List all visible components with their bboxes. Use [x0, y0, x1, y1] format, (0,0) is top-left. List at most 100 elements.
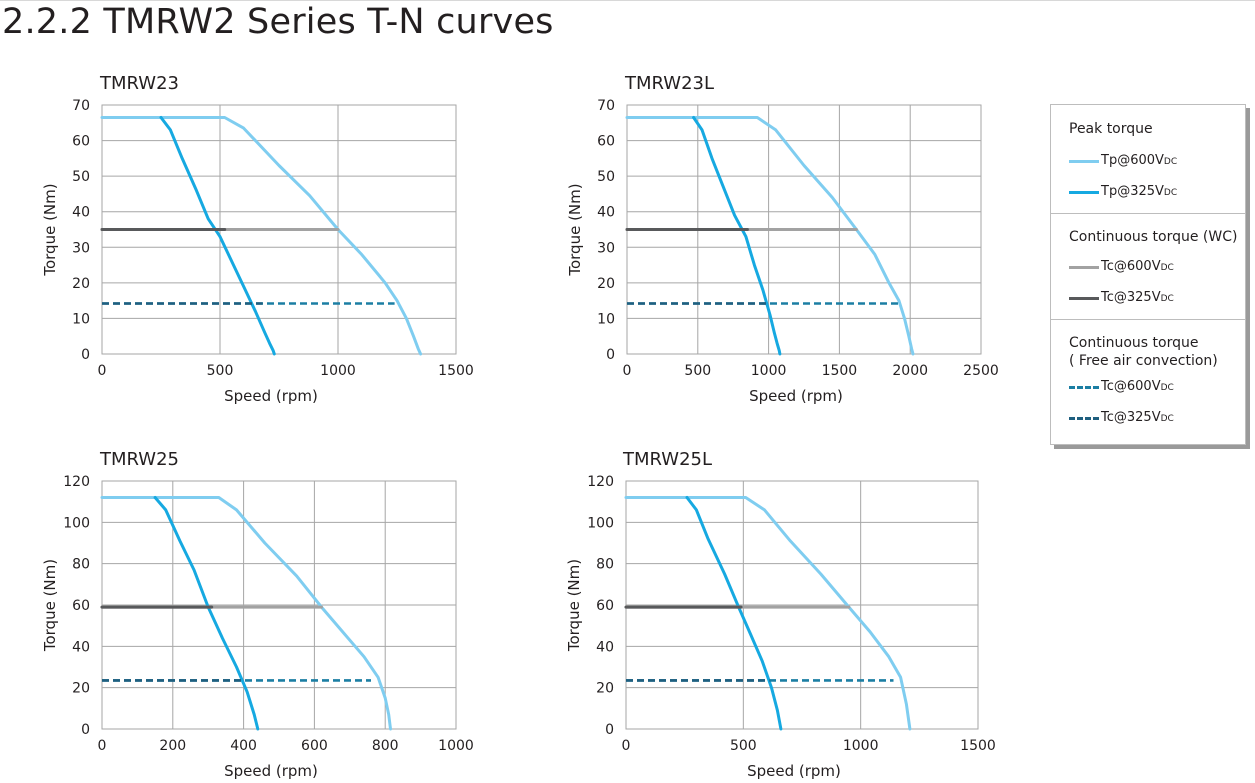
x-tick-label: 800 [372, 738, 399, 754]
y-tick-label: 0 [605, 722, 614, 738]
series-peak-325-line [153, 496, 260, 731]
legend-item-sub: DC [1160, 383, 1174, 393]
legend-group-title: Continuous torque (WC) [1069, 229, 1238, 245]
y-axis-label: Torque (Nm) [41, 183, 59, 276]
series-peak-325-line [159, 116, 276, 356]
chart-tmrw23: TMRW23 0 500 1000 1500 0 10 20 30 40 50 60 70 Speed (… [41, 73, 474, 405]
chart-tmrw23l: TMRW23L 0 500 1000 1500 2000 2500 0 10 20 30 40 50 60… [566, 73, 999, 405]
y-tick-label: 120 [63, 474, 90, 490]
chart-title: TMRW25 [99, 449, 179, 470]
y-tick-label: 60 [72, 134, 90, 150]
y-tick-label: 20 [597, 276, 615, 292]
y-tick-label: 20 [596, 681, 614, 697]
y-tick-label: 80 [72, 557, 90, 573]
y-tick-label: 100 [587, 515, 614, 531]
legend: Peak torque Tp@600VDC Tp@325VDC Continuo… [1050, 104, 1246, 445]
y-tick-label: 60 [597, 134, 615, 150]
legend-group-continuous-wc: Continuous torque (WC) Tc@600VDC Tc@325V… [1051, 213, 1245, 320]
legend-item-label: Tc@325V [1101, 410, 1161, 425]
x-tick-label: 0 [98, 363, 107, 379]
series-peak-325-line [692, 116, 782, 356]
series-peak-600-line [100, 116, 423, 356]
x-tick-label: 500 [684, 363, 711, 379]
y-tick-label: 50 [597, 169, 615, 185]
y-tick-label: 70 [72, 98, 90, 114]
x-axis-label: Speed (rpm) [224, 387, 318, 405]
legend-group-peak-torque: Peak torque Tp@600VDC Tp@325VDC [1051, 105, 1245, 213]
y-tick-label: 30 [597, 240, 615, 256]
y-tick-label: 40 [72, 205, 90, 221]
series-peak-600-line [625, 116, 915, 356]
x-tick-label: 200 [159, 738, 186, 754]
y-tick-label: 60 [72, 598, 90, 614]
x-tick-label: 1000 [320, 363, 356, 379]
y-tick-label: 40 [597, 205, 615, 221]
legend-item-label: Tc@600V [1101, 379, 1161, 394]
legend-group-title: Peak torque [1069, 121, 1153, 137]
plot-frame [101, 480, 457, 730]
y-tick-label: 0 [81, 722, 90, 738]
x-tick-label: 1000 [843, 738, 879, 754]
x-tick-label: 1500 [438, 363, 474, 379]
x-tick-label: 600 [301, 738, 328, 754]
x-axis-label: Speed (rpm) [747, 762, 841, 780]
legend-swatch [1069, 160, 1099, 163]
y-tick-label: 20 [72, 681, 90, 697]
chart-tmrw25l: TMRW25L 0 500 1000 1500 0 20 40 60 80 100 120 Speed … [565, 449, 996, 780]
page-title: 2.2.2 TMRW2 Series T-N curves [2, 2, 554, 42]
series-peak-600-line [100, 496, 392, 731]
legend-item-label: Tp@600V [1101, 153, 1164, 168]
x-axis-label: Speed (rpm) [224, 762, 318, 780]
legend-group-title: Continuous torque ( Free air convection) [1069, 335, 1218, 369]
x-tick-label: 0 [98, 738, 107, 754]
x-tick-label: 0 [623, 363, 632, 379]
legend-item-label: Tc@600V [1101, 259, 1161, 274]
series-peak-600-line [624, 496, 912, 731]
y-tick-label: 100 [63, 515, 90, 531]
legend-swatch [1069, 266, 1099, 269]
y-tick-label: 50 [72, 169, 90, 185]
legend-item-sub: DC [1160, 414, 1174, 424]
y-tick-label: 30 [72, 240, 90, 256]
x-tick-label: 500 [207, 363, 234, 379]
legend-item-sub: DC [1163, 157, 1178, 167]
y-axis-label: Torque (Nm) [566, 183, 584, 276]
x-tick-label: 1000 [438, 738, 474, 754]
y-tick-label: 120 [587, 474, 614, 490]
y-tick-label: 0 [81, 347, 90, 363]
x-tick-label: 500 [730, 738, 757, 754]
y-tick-label: 80 [596, 557, 614, 573]
legend-group-continuous-free-air: Continuous torque ( Free air convection)… [1051, 319, 1245, 445]
legend-item-sub: DC [1163, 188, 1178, 198]
y-tick-label: 60 [596, 598, 614, 614]
chart-title: TMRW23 [99, 73, 179, 94]
y-tick-label: 10 [597, 311, 615, 327]
x-tick-label: 0 [622, 738, 631, 754]
legend-swatch [1069, 386, 1099, 389]
plot-frame [625, 480, 979, 730]
chart-tmrw25: TMRW25 0 200 400 600 800 1000 0 20 40 60 80 100 120 Sp… [41, 449, 474, 780]
legend-swatch [1069, 297, 1099, 300]
legend-item-sub: DC [1160, 263, 1174, 273]
x-tick-label: 1500 [822, 363, 858, 379]
legend-item-label: Tc@325V [1101, 290, 1161, 305]
top-rule [0, 0, 1255, 1]
legend-item-label: Tp@325V [1101, 184, 1164, 199]
y-tick-label: 70 [597, 98, 615, 114]
y-axis-label: Torque (Nm) [41, 559, 59, 652]
y-tick-label: 0 [606, 347, 615, 363]
y-tick-label: 20 [72, 276, 90, 292]
x-tick-label: 2000 [892, 363, 928, 379]
series-peak-325-line [685, 496, 783, 731]
x-tick-label: 1000 [751, 363, 787, 379]
chart-title: TMRW23L [624, 73, 714, 94]
legend-swatch [1069, 417, 1099, 420]
x-tick-label: 1500 [960, 738, 996, 754]
legend-swatch [1069, 191, 1099, 194]
y-tick-label: 40 [72, 639, 90, 655]
chart-title: TMRW25L [622, 449, 712, 470]
legend-item-sub: DC [1160, 294, 1174, 304]
x-axis-label: Speed (rpm) [749, 387, 843, 405]
x-tick-label: 400 [230, 738, 257, 754]
y-tick-label: 40 [596, 639, 614, 655]
